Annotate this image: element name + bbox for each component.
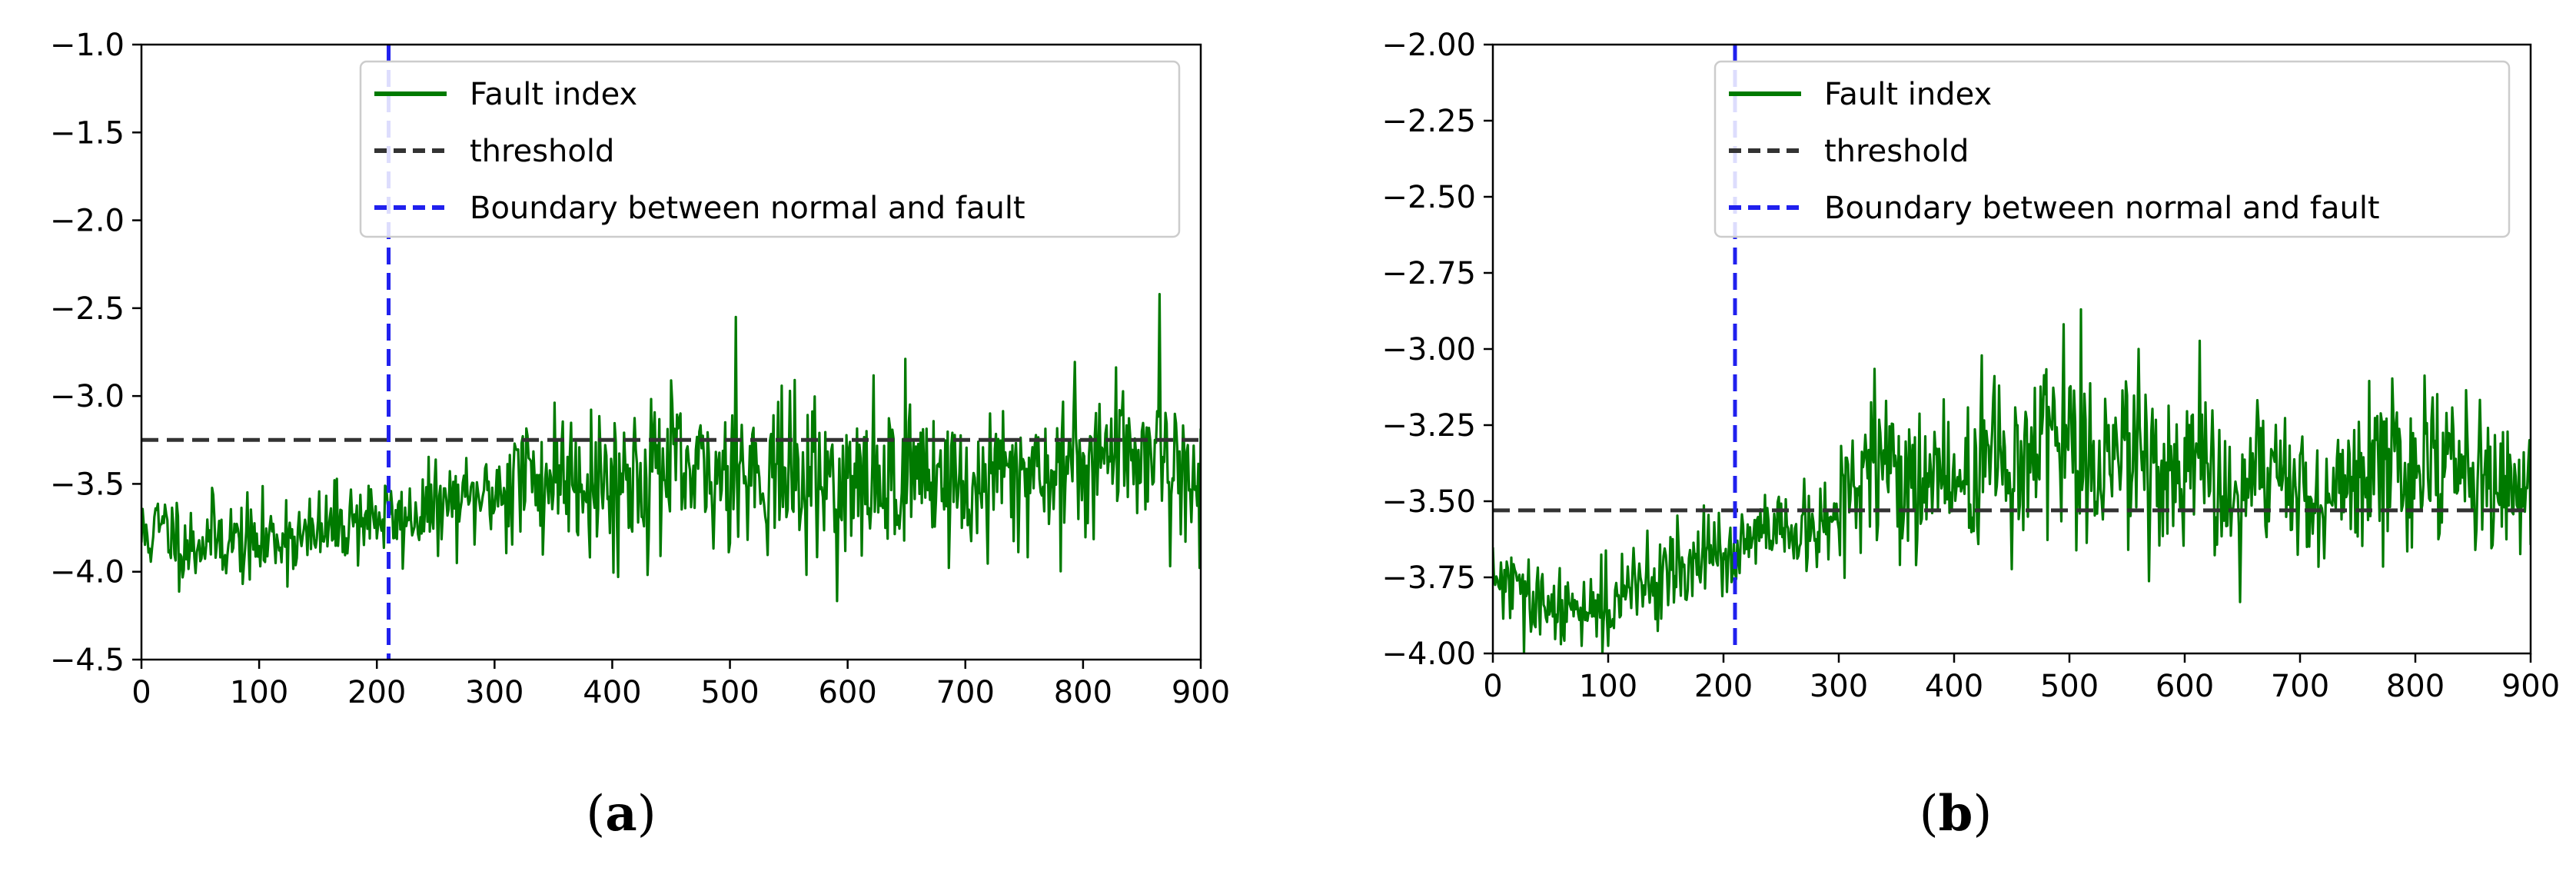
fault-index-line [1493, 308, 2531, 653]
legend-label: threshold [470, 134, 614, 169]
x-tick-label: 200 [347, 675, 406, 710]
y-tick-label: −3.5 [50, 467, 125, 502]
x-tick-label: 500 [700, 675, 759, 710]
x-tick-label: 400 [583, 675, 641, 710]
x-tick-label: 500 [2040, 669, 2099, 704]
y-tick-label: −2.5 [50, 291, 125, 327]
y-tick-label: −3.75 [1381, 560, 1476, 596]
legend-label: threshold [1824, 134, 1969, 169]
legend-label: Boundary between normal and fault [1824, 191, 2380, 226]
y-tick-label: −2.00 [1381, 28, 1476, 63]
panel-caption: (b) [1920, 785, 1993, 843]
legend-box [1713, 60, 2511, 238]
x-tick-label: 900 [2501, 669, 2560, 704]
panel-caption: (a) [586, 785, 656, 843]
x-tick-label: 600 [818, 675, 876, 710]
y-tick-label: −2.50 [1381, 180, 1476, 215]
legend-label: Fault index [470, 77, 637, 112]
chart-panel-b: −2.00 −2.25 −2.50 −2.75 −3.00 −3.25 −3.50 −3.75… [1381, 28, 2560, 843]
axes-frame [140, 43, 1202, 661]
x-tick-label: 800 [2386, 669, 2445, 704]
y-tick-label: −3.0 [50, 379, 125, 414]
x-tick-label: 0 [1483, 669, 1502, 704]
y-tick-label: −3.50 [1381, 484, 1476, 520]
y-tick-label: −2.25 [1381, 104, 1476, 139]
legend-label: Fault index [1824, 77, 1992, 112]
x-tick-label: 100 [1579, 669, 1637, 704]
legend: Fault index threshold Boundary between nor… [1713, 60, 2511, 238]
y-tick-label: −4.0 [50, 555, 125, 590]
x-tick-label: 600 [2156, 669, 2214, 704]
legend: Fault index threshold Boundary between nor… [359, 60, 1181, 238]
chart-panel-a: −1.0 −1.5 −2.0 −2.5 −3.0 −3.5 −4.0 −4.50 100 200 3… [50, 28, 1230, 843]
x-tick-label: 300 [1810, 669, 1868, 704]
y-tick-label: −4.5 [50, 643, 125, 678]
legend-box [359, 60, 1181, 238]
x-tick-label: 0 [131, 675, 151, 710]
x-tick-label: 100 [230, 675, 288, 710]
x-tick-label: 700 [936, 675, 995, 710]
x-tick-label: 200 [1694, 669, 1753, 704]
fault-index-line [141, 293, 1201, 603]
y-tick-label: −3.00 [1381, 332, 1476, 367]
legend-label: Boundary between normal and fault [470, 191, 1025, 226]
x-tick-label: 700 [2271, 669, 2329, 704]
x-tick-label: 800 [1054, 675, 1112, 710]
y-tick-label: −3.25 [1381, 408, 1476, 444]
y-tick-label: −2.75 [1381, 256, 1476, 291]
y-tick-label: −1.5 [50, 115, 125, 151]
x-tick-label: 900 [1172, 675, 1230, 710]
x-tick-label: 300 [465, 675, 524, 710]
x-tick-label: 400 [1925, 669, 1983, 704]
y-tick-label: −1.0 [50, 28, 125, 63]
y-tick-label: −2.0 [50, 204, 125, 239]
y-tick-label: −4.00 [1381, 637, 1476, 672]
